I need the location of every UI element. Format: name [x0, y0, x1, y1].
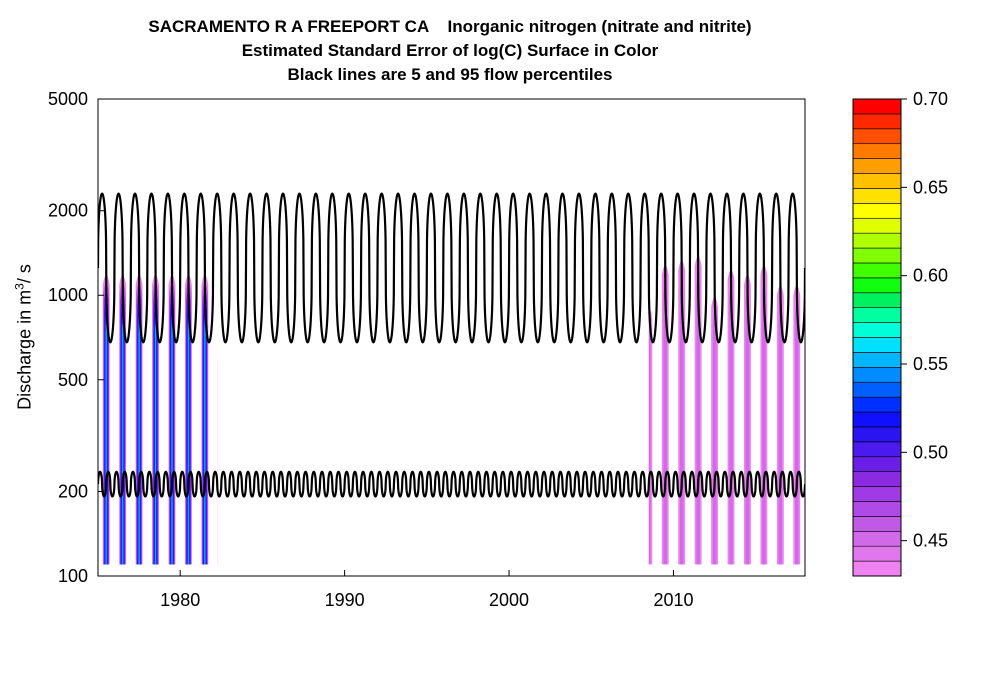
colorbar-swatch	[852, 352, 902, 368]
colorbar-swatch	[852, 322, 902, 338]
colorbar-swatch	[852, 367, 902, 383]
percentile-lines	[98, 192, 805, 498]
surface-early-column	[138, 323, 140, 565]
surface-early-column	[155, 323, 157, 565]
colorbar-swatch	[852, 247, 902, 264]
y-tick-label: 100	[58, 566, 88, 586]
colorbar-swatch	[852, 128, 902, 145]
chart-title-line-1: SACRAMENTO R A FREEPORT CA Inorganic nit…	[148, 17, 752, 36]
y-tick-label: 500	[58, 370, 88, 390]
error-surface	[102, 256, 801, 565]
colorbar-swatch	[852, 396, 902, 413]
surface-early-column	[105, 323, 107, 565]
colorbar-swatch	[852, 501, 902, 517]
colorbar-swatch	[852, 560, 902, 577]
percentile-95-line	[98, 192, 805, 344]
y-tick-label: 5000	[48, 89, 88, 109]
y-tick-label: 2000	[48, 201, 88, 221]
y-tick-label: 1000	[48, 285, 88, 305]
colorbar-swatch	[852, 203, 902, 219]
colorbar-tick-label: 0.55	[913, 354, 948, 374]
percentile-5-line	[98, 470, 805, 498]
surface-early-column	[204, 323, 206, 565]
colorbar-swatch	[852, 307, 902, 323]
colorbar-tick-label: 0.60	[913, 266, 948, 286]
chart-title-line-2: Estimated Standard Error of log(C) Surfa…	[241, 41, 659, 60]
colorbar-swatch	[852, 411, 902, 428]
colorbar-swatch	[852, 292, 902, 308]
axes: 1980 1990 2000 2010 100 200 500 1000 2000 5000	[48, 89, 694, 610]
colorbar-swatch	[852, 143, 902, 159]
plot-frame	[97, 98, 806, 577]
surface-late-column	[778, 303, 783, 565]
colorbar-swatch	[852, 530, 902, 547]
colorbar-swatch	[852, 217, 902, 234]
x-tick-label: 1990	[325, 590, 365, 610]
colorbar-swatch	[852, 232, 902, 249]
colorbar-swatch	[852, 441, 902, 458]
chart-title-line-3: Black lines are 5 and 95 flow percentile…	[287, 65, 613, 84]
colorbar-swatch	[852, 337, 902, 353]
colorbar-swatch	[852, 486, 902, 502]
x-tick-label: 1980	[160, 590, 200, 610]
colorbar-frame	[852, 98, 902, 577]
colorbar-swatch	[852, 98, 902, 115]
colorbar-tick-label: 0.45	[913, 531, 948, 551]
colorbar-swatch	[852, 188, 902, 204]
colorbar: 0.45 0.50 0.55 0.60 0.65 0.70	[852, 89, 948, 577]
colorbar-swatch	[852, 262, 902, 279]
colorbar-swatch	[852, 545, 902, 562]
colorbar-swatch	[852, 516, 902, 532]
colorbar-swatch	[852, 456, 902, 472]
colorbar-swatch	[852, 381, 902, 398]
colorbar-tick-label: 0.70	[913, 89, 948, 109]
y-tick-label: 200	[58, 481, 88, 501]
surface-late-column	[648, 326, 651, 565]
colorbar-tick-label: 0.50	[913, 442, 948, 462]
surface-early-column	[187, 323, 189, 565]
surface-late-column	[712, 314, 717, 565]
colorbar-swatch	[852, 113, 902, 130]
x-tick-label: 2010	[653, 590, 693, 610]
surface-late-column	[795, 303, 799, 565]
colorbar-swatch	[852, 426, 902, 443]
colorbar-swatch	[852, 158, 902, 174]
colorbar-swatch	[852, 471, 902, 487]
colorbar-swatch	[852, 173, 902, 189]
surface-early-column	[171, 323, 173, 565]
surface-early-column	[122, 323, 124, 565]
colorbar-tick-label: 0.65	[913, 177, 948, 197]
colorbar-swatch	[852, 277, 902, 294]
x-tick-label: 2000	[489, 590, 529, 610]
